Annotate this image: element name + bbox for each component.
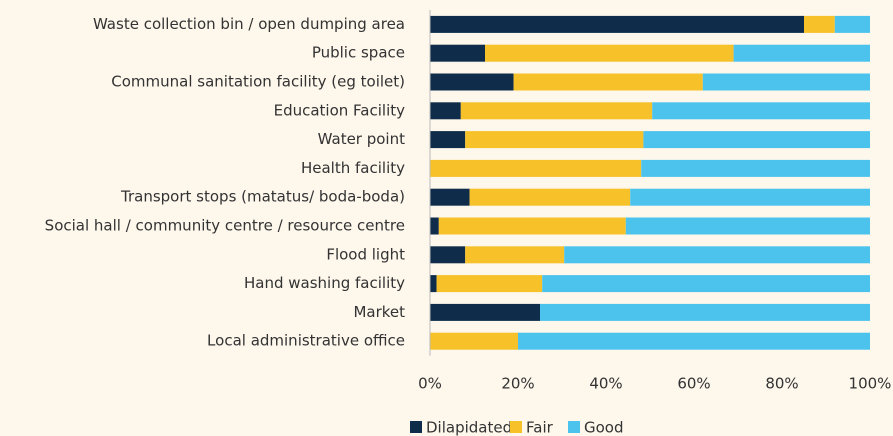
bar-segment [643,131,870,149]
bar-segment [518,332,870,350]
y-tick-label: Social hall / community centre / resourc… [45,217,405,235]
bar-segment [430,131,466,149]
y-tick-label: Education Facility [274,101,406,119]
x-tick-label: 0% [418,375,442,393]
bar-segment [542,275,870,293]
y-tick-label: Transport stops (matatus/ boda-boda) [120,188,405,206]
y-tick-label: Flood light [326,245,405,263]
bar-segment [430,15,804,33]
legend-label: Dilapidated [426,419,512,436]
bar-segment [465,131,644,149]
bar-segment [564,246,870,264]
bar-segment [430,217,439,235]
bar-segment [513,73,703,91]
bar-segment [702,73,870,91]
x-tick-label: 40% [589,375,622,393]
y-tick-label: Waste collection bin / open dumping area [93,15,405,33]
x-tick-label: 20% [501,375,534,393]
legend-swatch [510,421,522,433]
y-tick-label: Hand washing facility [244,274,405,292]
y-tick-label: Public space [312,44,405,62]
y-tick-label: Water point [318,130,405,148]
bar-segment [430,159,642,177]
bar-segment [652,102,870,120]
y-tick-label: Market [353,303,405,321]
bar-segment [834,15,870,33]
legend-label: Good [584,419,624,436]
bar-segment [436,275,543,293]
bar-segment [438,217,626,235]
bar-segment [460,102,653,120]
bar-segment [430,303,540,321]
bar-segment [430,275,437,293]
legend-swatch [410,421,422,433]
bar-segment [469,188,631,206]
x-tick-label: 80% [765,375,798,393]
bar-segment [430,73,514,91]
bar-segment [430,188,470,206]
bar-segment [804,15,835,33]
bar-segment [430,102,461,120]
x-tick-label: 60% [677,375,710,393]
bar-segment [733,44,870,62]
bar-segment [430,246,466,264]
y-tick-label: Health facility [301,159,405,177]
x-tick-label: 100% [849,375,892,393]
y-tick-label: Communal sanitation facility (eg toilet) [111,73,405,91]
legend-label: Fair [526,419,554,436]
bar-segment [630,188,870,206]
legend-swatch [568,421,580,433]
bar-segment [641,159,870,177]
bar-segment [430,44,485,62]
bar-segment [430,332,518,350]
bar-segment [465,246,565,264]
y-tick-label: Local administrative office [207,332,405,350]
bar-segment [625,217,870,235]
bar-segment [485,44,734,62]
bar-segment [540,303,870,321]
